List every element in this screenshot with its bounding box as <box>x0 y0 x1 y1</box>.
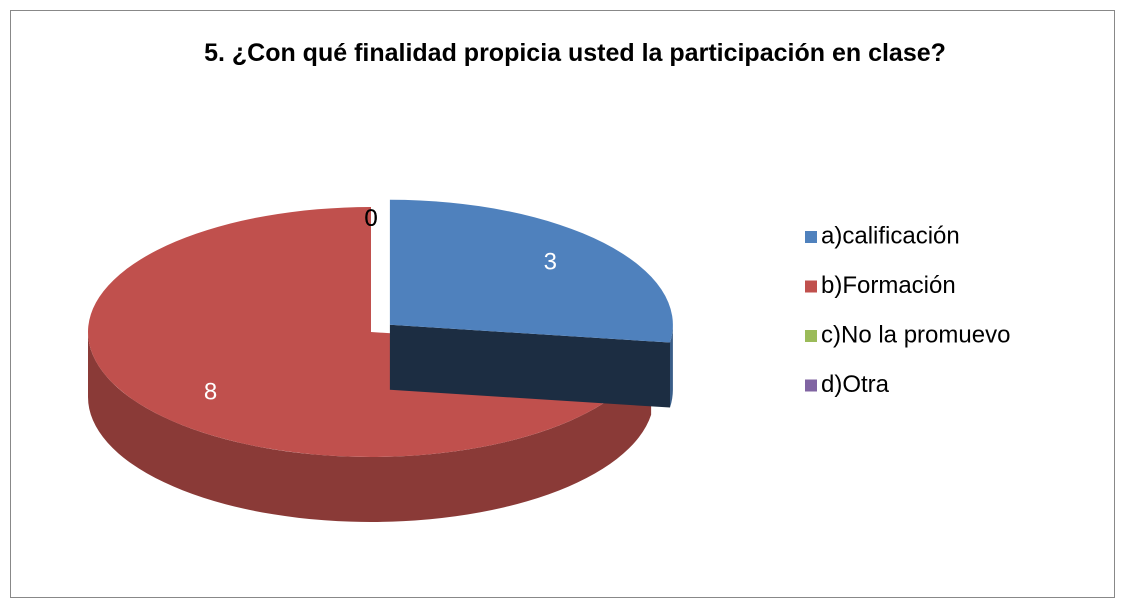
legend-label: a)calificación <box>821 222 960 249</box>
data-label: 3 <box>544 249 557 276</box>
legend-swatch <box>805 231 817 243</box>
legend-label: b)Formación <box>821 272 956 299</box>
legend-label: d)Otra <box>821 371 890 398</box>
data-label: 8 <box>204 379 217 406</box>
slice-side <box>670 324 673 408</box>
legend-label: c)No la promuevo <box>821 321 1010 348</box>
data-label: 0 <box>364 205 377 232</box>
legend-swatch <box>805 330 817 342</box>
legend-swatch <box>805 379 817 392</box>
slice-side <box>88 332 652 522</box>
slice-face <box>389 324 671 408</box>
slice <box>389 199 673 343</box>
legend-swatch <box>805 280 817 293</box>
chart-title: 5. ¿Con qué finalidad propicia usted la … <box>204 39 946 67</box>
chart-frame <box>10 10 1115 598</box>
data-label: 0 <box>364 205 377 232</box>
